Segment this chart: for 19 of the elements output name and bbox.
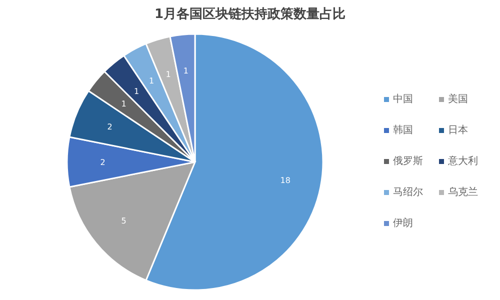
- data-label: 1: [183, 66, 189, 76]
- legend-label: 美国: [448, 93, 468, 105]
- legend-label: 马绍尔: [393, 186, 423, 198]
- legend-label: 中国: [393, 93, 413, 105]
- legend-label: 伊朗: [393, 217, 413, 229]
- chart-title: 1月各国区块链扶持政策数量占比: [154, 7, 346, 22]
- data-label: 18: [280, 176, 290, 185]
- legend-label: 意大利: [447, 155, 478, 167]
- data-label: 1: [121, 100, 126, 109]
- data-label: 1: [149, 76, 154, 86]
- legend-label: 俄罗斯: [393, 155, 423, 167]
- legend-label: 日本: [448, 124, 468, 136]
- legend-label: 韩国: [393, 124, 413, 136]
- legend-label: 乌克兰: [448, 186, 478, 198]
- data-label: 5: [121, 216, 126, 226]
- data-label: 1: [134, 86, 140, 96]
- data-label: 2: [100, 158, 106, 167]
- data-label: 1: [166, 70, 171, 79]
- data-label: 2: [107, 122, 112, 132]
